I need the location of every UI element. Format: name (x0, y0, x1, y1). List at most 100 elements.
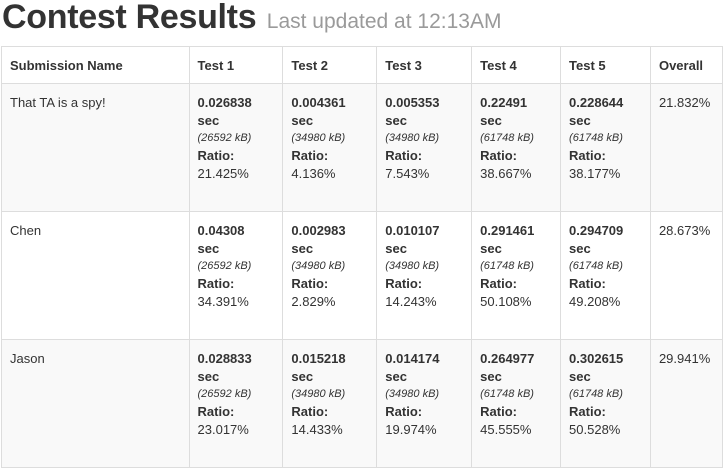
test-time: 0.264977 (480, 351, 535, 366)
results-body: That TA is a spy! 0.026838 sec (26592 kB) Ra… (1, 83, 723, 468)
table-row: That TA is a spy! 0.026838 sec (26592 kB) Ra… (1, 83, 723, 212)
ratio-label: Ratio: (291, 404, 329, 419)
test-memory: (34980 kB) (291, 260, 346, 272)
test-result-cell: 0.228644 sec (61748 kB) Ratio: 38.177% (560, 83, 651, 212)
ratio-value: 49.208% (569, 294, 621, 309)
overall-score: 28.673% (649, 211, 723, 340)
test-result-cell: 0.22491 sec (61748 kB) Ratio: 38.667% (471, 83, 562, 212)
test-memory: (61748 kB) (480, 388, 534, 400)
time-unit: sec (291, 113, 314, 128)
test-memory: (34980 kB) (385, 260, 440, 272)
submission-name: Chen (1, 211, 190, 340)
ratio-label: Ratio: (385, 276, 423, 291)
time-unit: sec (291, 369, 314, 384)
ratio-value: 38.667% (480, 166, 532, 181)
last-updated-text: Last updated at 12:13AM (266, 10, 502, 33)
time-unit: sec (569, 369, 591, 384)
test-result-cell: 0.028833 sec (26592 kB) Ratio: 23.017% (188, 339, 284, 468)
test-time: 0.015218 (291, 351, 346, 366)
test-memory: (26592 kB) (197, 388, 252, 400)
time-unit: sec (197, 369, 220, 384)
test-memory: (61748 kB) (569, 260, 623, 272)
ratio-label: Ratio: (480, 404, 517, 419)
ratio-label: Ratio: (291, 148, 329, 163)
test-result-cell: 0.026838 sec (26592 kB) Ratio: 21.425% (188, 83, 284, 212)
test-result-cell: 0.04308 sec (26592 kB) Ratio: 34.391% (188, 211, 284, 340)
ratio-label: Ratio: (385, 404, 423, 419)
test-memory: (34980 kB) (291, 132, 346, 144)
ratio-value: 19.974% (385, 422, 437, 437)
test-time: 0.010107 (385, 223, 440, 238)
test-time: 0.302615 (569, 351, 624, 366)
time-unit: sec (480, 369, 502, 384)
test-time: 0.014174 (385, 351, 440, 366)
time-unit: sec (569, 113, 591, 128)
time-unit: sec (385, 369, 407, 384)
ratio-value: 38.177% (569, 166, 621, 181)
overall-score: 29.941% (649, 339, 723, 468)
test-time: 0.22491 (480, 95, 528, 110)
time-unit: sec (197, 113, 220, 128)
test-result-cell: 0.302615 sec (61748 kB) Ratio: 50.528% (560, 339, 651, 468)
test-result-cell: 0.005353 sec (34980 kB) Ratio: 7.543% (376, 83, 473, 212)
page-title: Contest Results (2, 0, 257, 36)
column-header: Test 3 (376, 46, 473, 84)
ratio-value: 14.243% (385, 294, 437, 309)
test-time: 0.228644 (569, 95, 624, 110)
results-table: Submission Name Test 1 Test 2 Test 3 Tes… (1, 46, 723, 468)
ratio-label: Ratio: (197, 148, 235, 163)
test-result-cell: 0.014174 sec (34980 kB) Ratio: 19.974% (376, 339, 473, 468)
table-row: Chen 0.04308 sec (26592 kB) Ratio: 34.391% 0.0… (1, 211, 723, 340)
time-unit: sec (480, 113, 502, 128)
ratio-label: Ratio: (385, 148, 423, 163)
test-memory: (34980 kB) (291, 388, 346, 400)
ratio-value: 7.543% (385, 166, 430, 181)
test-result-cell: 0.291461 sec (61748 kB) Ratio: 50.108% (471, 211, 562, 340)
submission-name: Jason (1, 339, 190, 468)
time-unit: sec (197, 241, 220, 256)
test-memory: (61748 kB) (569, 388, 623, 400)
table-row: Jason 0.028833 sec (26592 kB) Ratio: 23.017% 0… (1, 339, 723, 468)
table-header-row: Submission Name Test 1 Test 2 Test 3 Tes… (1, 46, 723, 84)
time-unit: sec (291, 241, 314, 256)
ratio-value: 14.433% (291, 422, 343, 437)
test-time: 0.026838 (197, 95, 252, 110)
test-time: 0.028833 (197, 351, 252, 366)
ratio-value: 21.425% (197, 166, 249, 181)
ratio-value: 34.391% (197, 294, 249, 309)
test-time: 0.291461 (480, 223, 535, 238)
submission-name: That TA is a spy! (1, 83, 190, 212)
ratio-value: 2.829% (291, 294, 336, 309)
ratio-label: Ratio: (569, 276, 606, 291)
time-unit: sec (480, 241, 502, 256)
ratio-value: 4.136% (291, 166, 336, 181)
test-result-cell: 0.002983 sec (34980 kB) Ratio: 2.829% (282, 211, 378, 340)
test-time: 0.04308 (197, 223, 245, 238)
test-memory: (26592 kB) (197, 260, 252, 272)
test-memory: (34980 kB) (385, 132, 440, 144)
ratio-label: Ratio: (197, 276, 235, 291)
column-header: Test 5 (560, 46, 651, 84)
column-header: Submission Name (1, 46, 190, 84)
overall-score: 21.832% (649, 83, 723, 212)
ratio-label: Ratio: (569, 148, 606, 163)
test-memory: (61748 kB) (569, 132, 623, 144)
ratio-label: Ratio: (291, 276, 329, 291)
time-unit: sec (569, 241, 591, 256)
ratio-value: 45.555% (480, 422, 532, 437)
time-unit: sec (385, 241, 407, 256)
test-time: 0.004361 (291, 95, 346, 110)
ratio-label: Ratio: (480, 276, 517, 291)
ratio-label: Ratio: (569, 404, 606, 419)
ratio-label: Ratio: (197, 404, 235, 419)
test-result-cell: 0.015218 sec (34980 kB) Ratio: 14.433% (282, 339, 378, 468)
ratio-value: 50.108% (480, 294, 532, 309)
test-time: 0.002983 (291, 223, 346, 238)
test-memory: (61748 kB) (480, 132, 534, 144)
page-header: Contest Results Last updated at 12:13AM (2, 0, 501, 40)
column-header: Test 4 (471, 46, 562, 84)
test-time: 0.294709 (569, 223, 624, 238)
test-time: 0.005353 (385, 95, 440, 110)
column-header: Test 2 (282, 46, 378, 84)
ratio-label: Ratio: (480, 148, 517, 163)
